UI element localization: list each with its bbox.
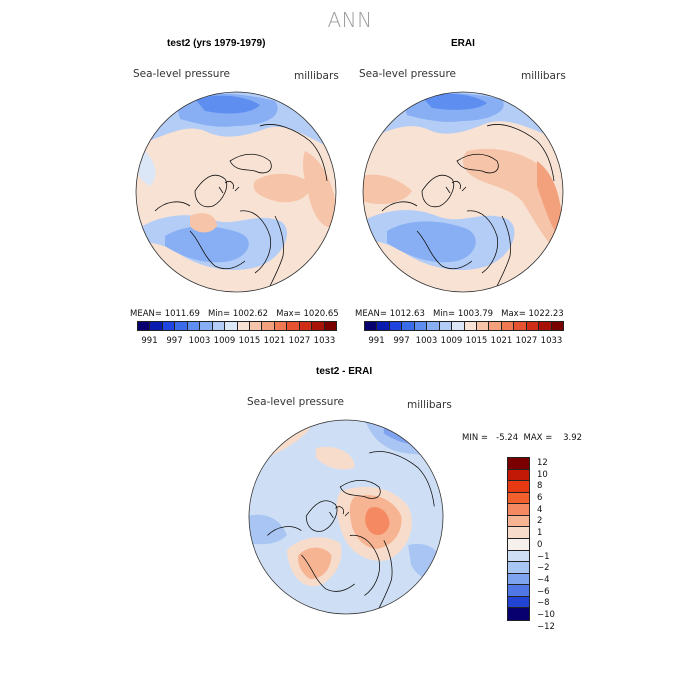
obs-colorbar-ticks: 991 997 1003 1009 1015 1021 1027 1033 — [364, 336, 564, 346]
obs-colorbar-swatch — [377, 322, 390, 330]
diff-colorbar-tick-label: −10 — [537, 610, 555, 621]
test-colorbar-ticks: 991 997 1003 1009 1015 1021 1027 1033 — [137, 336, 337, 346]
figure-title: ANN — [327, 8, 373, 32]
obs-colorbar — [364, 321, 564, 331]
test-colorbar-swatch — [175, 322, 188, 330]
diff-colorbar-swatch — [508, 527, 529, 539]
test-variable-label: Sea-level pressure — [133, 68, 231, 80]
diff-colorbar-swatch — [508, 550, 529, 563]
obs-colorbar-swatch — [539, 322, 552, 330]
diff-colorbar-swatch — [508, 515, 529, 528]
test-colorbar-tick-label: 1009 — [213, 336, 236, 346]
test-colorbar-tick-label: 1033 — [313, 336, 336, 346]
obs-colorbar-swatch — [452, 322, 465, 330]
test-colorbar-tick-label: 991 — [141, 336, 158, 346]
test-colorbar-tick-label: 997 — [166, 336, 183, 346]
diff-colorbar-swatch — [508, 538, 529, 551]
test-colorbar-swatch — [249, 322, 263, 330]
diff-colorbar-swatch — [508, 608, 529, 620]
test-colorbar-swatch — [237, 322, 250, 330]
obs-colorbar-tick-label: 1027 — [515, 336, 538, 346]
test-colorbar-swatch — [262, 322, 275, 330]
test-colorbar-tick-label: 1021 — [263, 336, 286, 346]
test-colorbar-swatch — [324, 322, 336, 330]
test-colorbar-tick-label: 1015 — [238, 336, 261, 346]
test-colorbar-swatch — [299, 322, 313, 330]
obs-panel-title: ERAI — [451, 38, 475, 49]
test-map — [135, 91, 337, 293]
diff-colorbar-swatch — [508, 458, 529, 470]
test-units-label: millibars — [294, 70, 339, 82]
obs-colorbar-swatch — [414, 322, 428, 330]
diff-colorbar-tick-label: −4 — [537, 575, 550, 585]
diff-colorbar-tick-label: 8 — [537, 481, 543, 492]
obs-colorbar-swatch — [551, 322, 563, 330]
obs-colorbar-swatch — [489, 322, 502, 330]
diff-stats: MIN = -5.24 MAX = 3.92 — [462, 433, 583, 443]
test-colorbar-swatch — [312, 322, 325, 330]
diff-colorbar-tick-label: −2 — [537, 563, 550, 574]
obs-colorbar-swatch — [526, 322, 540, 330]
diff-colorbar-tick-label: −12 — [537, 621, 555, 632]
obs-colorbar-swatch — [439, 322, 453, 330]
diff-colorbar-tick-label: 2 — [537, 516, 543, 527]
test-colorbar-swatch — [150, 322, 163, 330]
diff-colorbar-swatch — [508, 492, 529, 505]
diff-colorbar-tick-label: 1 — [537, 528, 543, 539]
diff-colorbar-swatch — [508, 504, 529, 516]
diff-colorbar — [507, 457, 530, 621]
diff-colorbar-tick-label: 12 — [537, 457, 548, 468]
diff-variable-label: Sea-level pressure — [247, 396, 345, 408]
diff-colorbar-tick-label: −8 — [537, 598, 550, 609]
obs-colorbar-tick-label: 997 — [393, 336, 410, 346]
obs-colorbar-swatch — [514, 322, 527, 330]
diff-colorbar-tick-label: 4 — [537, 504, 543, 515]
diff-colorbar-tick-label: 10 — [537, 469, 548, 480]
diff-colorbar-tick-label: 0 — [537, 539, 543, 550]
diff-colorbar-ticks: 12 10 8 6 4 2 1 0 −1 −2 −4 −6 −8 −10 −12 — [537, 457, 577, 632]
obs-colorbar-swatch — [365, 322, 378, 330]
diff-colorbar-swatch — [508, 585, 529, 597]
test-panel-title: test2 (yrs 1979-1979) — [167, 38, 266, 49]
obs-variable-label: Sea-level pressure — [359, 68, 457, 80]
test-colorbar-swatch — [138, 322, 151, 330]
diff-colorbar-swatch — [508, 481, 529, 493]
diff-panel-title: test2 - ERAI — [316, 366, 373, 377]
obs-colorbar-swatch — [464, 322, 477, 330]
obs-colorbar-tick-label: 991 — [368, 336, 385, 346]
test-colorbar-tick-label: 1027 — [288, 336, 311, 346]
obs-units-label: millibars — [521, 70, 566, 82]
diff-colorbar-swatch — [508, 562, 529, 574]
test-colorbar-swatch — [200, 322, 213, 330]
diff-colorbar-tick-label: −6 — [537, 586, 550, 597]
test-colorbar-swatch — [274, 322, 288, 330]
diff-map — [248, 419, 444, 615]
diff-colorbar-swatch — [508, 573, 529, 586]
obs-colorbar-swatch — [501, 322, 515, 330]
test-colorbar-swatch — [162, 322, 176, 330]
obs-colorbar-swatch — [402, 322, 415, 330]
obs-colorbar-tick-label: 1015 — [465, 336, 488, 346]
diff-colorbar-swatch — [508, 469, 529, 482]
obs-colorbar-tick-label: 1033 — [540, 336, 563, 346]
obs-colorbar-tick-label: 1003 — [415, 336, 438, 346]
obs-colorbar-tick-label: 1009 — [440, 336, 463, 346]
test-colorbar-swatch — [212, 322, 226, 330]
obs-stats: MEAN= 1012.63 Min= 1003.79 Max= 1022.23 — [355, 309, 564, 319]
test-colorbar-tick-label: 1003 — [188, 336, 211, 346]
test-colorbar-swatch — [225, 322, 238, 330]
test-colorbar-swatch — [287, 322, 300, 330]
test-stats: MEAN= 1011.69 Min= 1002.62 Max= 1020.65 — [130, 309, 339, 319]
obs-map — [362, 91, 564, 293]
test-colorbar — [137, 321, 337, 331]
diff-colorbar-swatch — [508, 596, 529, 609]
diff-colorbar-tick-label: 6 — [537, 493, 543, 503]
obs-colorbar-swatch — [427, 322, 440, 330]
obs-colorbar-tick-label: 1021 — [490, 336, 513, 346]
test-colorbar-swatch — [187, 322, 201, 330]
diff-colorbar-tick-label: −1 — [537, 551, 550, 562]
diff-units-label: millibars — [407, 399, 452, 411]
obs-colorbar-swatch — [476, 322, 490, 330]
obs-colorbar-swatch — [389, 322, 403, 330]
